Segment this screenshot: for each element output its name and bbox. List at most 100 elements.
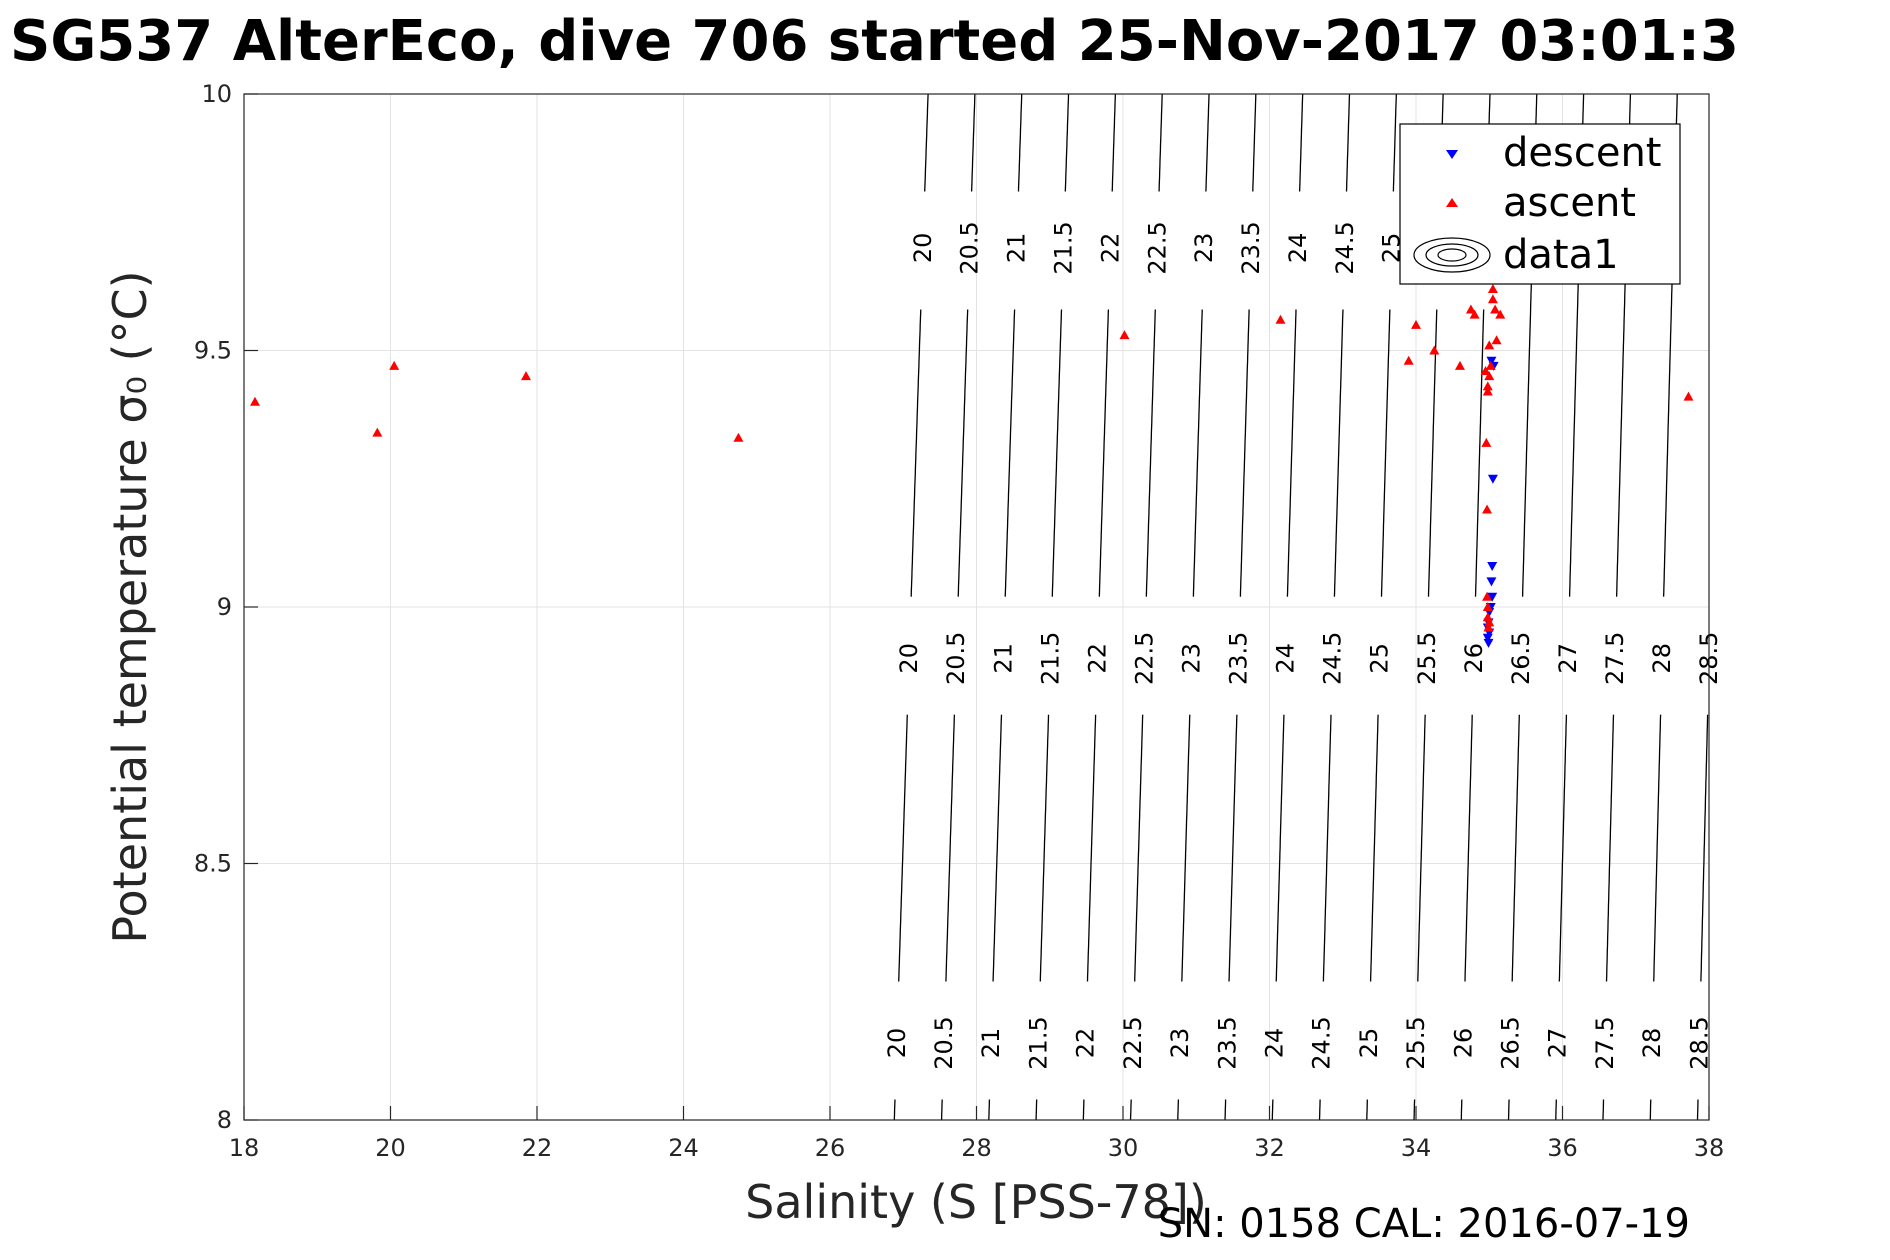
density-contour-line xyxy=(1460,1099,1463,1121)
contour-label: 24 xyxy=(1284,233,1312,264)
contour-label: 22 xyxy=(1096,233,1124,264)
contour-label: 27.5 xyxy=(1601,632,1629,685)
density-contour-line xyxy=(1145,309,1156,597)
contour-label: 21 xyxy=(977,1028,1005,1059)
chart-title: SG537 AlterEco, dive 706 started 25-Nov-… xyxy=(10,9,1739,74)
density-contour-line xyxy=(957,309,969,597)
ascent-marker xyxy=(1465,304,1476,314)
contour-label: 20.5 xyxy=(956,221,984,274)
ascent-marker xyxy=(521,371,532,381)
density-contour-line xyxy=(1417,714,1426,982)
density-contour-line xyxy=(1224,1099,1227,1121)
ascent-marker xyxy=(1469,309,1480,319)
contour-label: 24.5 xyxy=(1331,221,1359,274)
density-contour-line xyxy=(1369,714,1379,982)
ascent-marker xyxy=(1429,345,1440,355)
descent-marker xyxy=(1487,592,1498,602)
y-tick-label: 8 xyxy=(217,1106,232,1134)
ascent-marker xyxy=(1683,391,1694,401)
density-contour-line xyxy=(1464,714,1473,982)
density-contour-line xyxy=(1696,1099,1699,1121)
ascent-marker xyxy=(1484,340,1495,350)
descent-marker xyxy=(1487,561,1498,571)
axis-ticks: 18 20 22 24 26 28 30 32 34 36 38 8 8.5 9 9.5 10 xyxy=(194,80,1724,1162)
x-tick-label: 20 xyxy=(375,1134,406,1162)
density-contour-line xyxy=(1700,714,1709,982)
density-contour-line xyxy=(1134,714,1144,982)
ascent-marker xyxy=(1482,602,1493,611)
descent-marker xyxy=(1487,474,1498,484)
density-contour-line xyxy=(1275,714,1285,982)
y-axis-label: Potential temperature σ₀ (°C) xyxy=(103,270,157,943)
contour-label: 20 xyxy=(909,233,937,264)
contour-label: 25 xyxy=(1366,643,1394,674)
ascent-marker xyxy=(1454,360,1465,370)
ascent-marker xyxy=(1495,309,1506,319)
density-contour-line xyxy=(970,93,976,192)
density-contour-line xyxy=(1228,714,1238,982)
contour-label: 23 xyxy=(1166,1028,1194,1059)
ascent-marker xyxy=(1482,386,1493,396)
contour-label: 25.5 xyxy=(1402,1016,1430,1069)
density-contour-line xyxy=(945,714,956,982)
x-tick-label: 30 xyxy=(1108,1134,1139,1162)
density-contour-line xyxy=(1177,1099,1180,1121)
contour-label: 27.5 xyxy=(1591,1016,1619,1069)
density-contour-line xyxy=(1205,93,1210,192)
density-contour-line xyxy=(992,714,1003,982)
density-contour-line xyxy=(1051,309,1063,597)
density-contour-line xyxy=(1366,1099,1368,1121)
density-contour-line xyxy=(1649,1099,1652,1121)
density-contour-line xyxy=(1558,714,1568,982)
ascent-marker xyxy=(1487,283,1498,293)
ascent-marker xyxy=(1490,304,1501,314)
contour-label: 26 xyxy=(1449,1028,1477,1059)
y-tick-label: 9.5 xyxy=(194,337,232,365)
x-tick-label: 26 xyxy=(815,1134,846,1162)
ascent-marker xyxy=(1482,612,1493,622)
contour-label: 23 xyxy=(1178,643,1206,674)
x-tick-label: 24 xyxy=(668,1134,699,1162)
contour-label: 25.5 xyxy=(1413,632,1441,685)
density-contour-line xyxy=(1039,714,1050,982)
contour-label: 24 xyxy=(1272,643,1300,674)
ascent-marker xyxy=(1482,591,1493,601)
density-contour-line xyxy=(1086,714,1097,982)
density-contour-line xyxy=(1602,1099,1605,1121)
ascent-marker xyxy=(1484,371,1495,381)
contour-label: 20.5 xyxy=(930,1016,958,1069)
descent-marker xyxy=(1482,633,1493,643)
x-tick-label: 28 xyxy=(961,1134,992,1162)
contour-label: 24.5 xyxy=(1308,1016,1336,1069)
contour-label: 21.5 xyxy=(1036,632,1064,685)
density-contour-line xyxy=(1555,1099,1557,1121)
legend-descent-label: descent xyxy=(1503,130,1661,176)
contour-label: 25 xyxy=(1355,1028,1383,1059)
density-contour-line xyxy=(1333,309,1344,597)
density-contour-line xyxy=(1192,309,1203,597)
ascent-marker xyxy=(1485,360,1496,370)
ascent-marker xyxy=(1480,366,1491,376)
density-contour-line xyxy=(940,1099,943,1121)
contour-label: 26.5 xyxy=(1497,1016,1525,1069)
ascent-marker xyxy=(1491,335,1502,345)
contour-label: 21 xyxy=(1003,233,1031,264)
x-tick-label: 36 xyxy=(1547,1134,1578,1162)
contour-label: 22 xyxy=(1072,1028,1100,1059)
contour-label: 22.5 xyxy=(1143,221,1171,274)
descent-marker xyxy=(1486,577,1497,587)
density-contour-line xyxy=(1605,714,1615,982)
density-contour-line xyxy=(1380,309,1391,597)
density-contour-line xyxy=(1427,309,1438,597)
x-tick-label: 38 xyxy=(1694,1134,1725,1162)
ascent-marker xyxy=(1487,294,1498,304)
ascent-marker xyxy=(733,432,744,442)
contour-label: 28 xyxy=(1648,643,1676,674)
contour-label: 20.5 xyxy=(942,632,970,685)
density-contour-line xyxy=(893,1099,896,1121)
contour-label: 23.5 xyxy=(1213,1016,1241,1069)
x-tick-label: 34 xyxy=(1401,1134,1432,1162)
contour-label: 22.5 xyxy=(1130,632,1158,685)
descent-marker xyxy=(1483,638,1494,648)
legend-ascent-label: ascent xyxy=(1503,180,1636,226)
